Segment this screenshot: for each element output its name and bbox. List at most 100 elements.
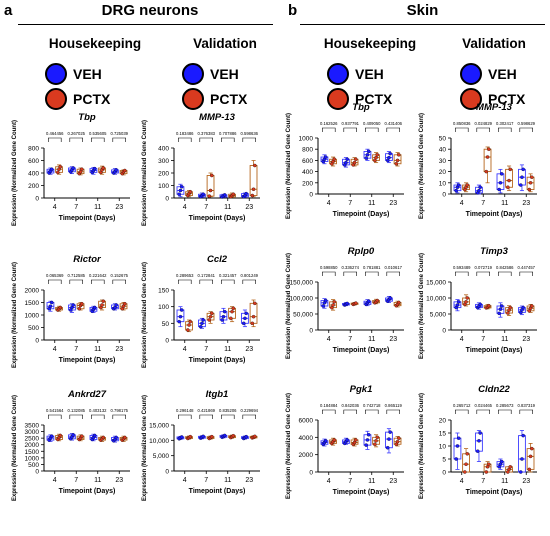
x-tick-label: 11: [501, 200, 508, 207]
x-axis-label: Timepoint (Days): [59, 488, 116, 495]
box: [453, 437, 462, 460]
data-point: [487, 462, 491, 466]
data-point: [71, 433, 75, 437]
x-tick-label: 4: [53, 346, 57, 353]
y-tick-label: 200: [158, 171, 169, 178]
data-point: [387, 437, 391, 441]
data-point: [92, 166, 97, 171]
y-tick-label: 0: [165, 469, 169, 476]
data-point: [498, 307, 503, 311]
y-tick-label: 20: [439, 418, 447, 425]
x-tick-label: 23: [245, 346, 253, 353]
data-point: [231, 306, 236, 311]
data-point: [253, 301, 257, 306]
y-tick-label: 100: [158, 183, 169, 190]
y-tick-label: 50: [162, 321, 170, 328]
data-point: [375, 153, 380, 157]
y-tick-label: 5: [442, 457, 446, 464]
y-tick-label: 1000: [299, 136, 314, 143]
p-value-label: 0.593489: [453, 265, 471, 270]
p-value-label: 0.376383: [198, 131, 216, 136]
p-value-bracket: [242, 414, 256, 419]
data-point: [253, 163, 257, 168]
p-value-label: 0.712585: [68, 273, 86, 278]
x-tick-label: 4: [183, 204, 187, 211]
data-point: [188, 434, 193, 439]
chart-pgk1: Pgk1 0 2000 4000 6000 Expression (Normalized …: [286, 384, 404, 499]
x-tick-label: 7: [204, 204, 208, 211]
p-value-label: 0.431406: [385, 121, 403, 126]
y-tick-label: 600: [302, 158, 313, 165]
y-tick-label: 800: [28, 146, 39, 153]
y-axis-label: Expression (Normalized Gene Count): [419, 253, 425, 359]
gene-title: MMP-13: [199, 112, 236, 123]
data-point: [178, 188, 183, 193]
data-point: [530, 304, 534, 308]
p-value-label: 0.296148: [176, 408, 194, 413]
x-axis-label: Timepoint (Days): [59, 215, 116, 222]
data-point: [520, 457, 524, 461]
x-axis-label: Timepoint (Days): [189, 357, 246, 364]
data-point: [123, 301, 127, 306]
data-point: [456, 436, 461, 440]
p-value-label: 0.837319: [518, 403, 536, 408]
legend-b-housekeeping: VEH PCTX: [327, 63, 392, 110]
data-point: [114, 435, 118, 440]
x-tick-label: 11: [224, 477, 231, 484]
y-tick-label: 0: [165, 196, 169, 203]
data-point: [465, 296, 470, 300]
gene-title: Tbp: [352, 102, 370, 113]
panel-b-divider: [300, 24, 545, 25]
p-value-bracket: [178, 414, 192, 419]
data-point: [345, 301, 349, 306]
pctx-dot: [327, 88, 349, 110]
data-point: [506, 311, 510, 315]
y-tick-label: 2000: [25, 288, 40, 295]
data-point: [332, 300, 337, 304]
y-tick-label: 1500: [25, 300, 40, 307]
x-tick-label: 4: [460, 336, 464, 343]
data-point: [352, 160, 357, 165]
y-axis-label: Expression (Normalized Gene Count): [286, 393, 292, 499]
x-tick-label: 4: [183, 477, 187, 484]
y-tick-label: 50,000: [293, 312, 313, 319]
legend-veh-label: VEH: [355, 66, 384, 82]
box: [505, 168, 513, 188]
data-point: [123, 435, 127, 440]
x-tick-label: 11: [224, 204, 231, 211]
data-point: [397, 300, 401, 305]
data-point: [92, 433, 97, 438]
x-axis-label: Timepoint (Days): [59, 357, 116, 364]
legend-pctx-label: PCTX: [488, 91, 526, 107]
y-tick-label: 0: [442, 328, 446, 335]
veh-dot: [182, 63, 204, 85]
p-value-label: 0.535605: [89, 131, 107, 136]
data-point: [208, 188, 213, 193]
p-value-bracket: [343, 409, 357, 414]
y-axis-label: Expression (Normalized Gene Count): [419, 113, 425, 219]
legend-pctx: PCTX: [182, 88, 247, 110]
p-value-bracket: [322, 409, 336, 414]
data-point: [179, 435, 184, 439]
x-tick-label: 7: [481, 478, 485, 485]
legend-pctx-label: PCTX: [73, 91, 111, 107]
data-point: [366, 299, 371, 303]
p-value-label: 0.842586: [496, 265, 514, 270]
data-point: [397, 436, 401, 440]
data-point: [497, 187, 501, 192]
p-value-bracket: [69, 137, 83, 142]
y-tick-label: 600: [28, 158, 39, 165]
y-tick-label: 1000: [25, 455, 40, 462]
gene-title: Rictor: [73, 254, 102, 265]
y-tick-label: 0: [442, 470, 446, 477]
panel-b-letter: b: [288, 2, 298, 19]
data-point: [253, 434, 257, 439]
p-value-bracket: [221, 137, 235, 142]
p-value-label: 0.221642: [89, 273, 107, 278]
chart-mmp-13: MMP-13 0 10 20 30 40 50 Expression (Normalized …: [419, 102, 537, 219]
p-value-label: 0.072719: [475, 265, 493, 270]
p-value-label: 0.289653: [176, 273, 194, 278]
data-point: [455, 444, 460, 448]
p-value-bracket: [322, 271, 336, 276]
